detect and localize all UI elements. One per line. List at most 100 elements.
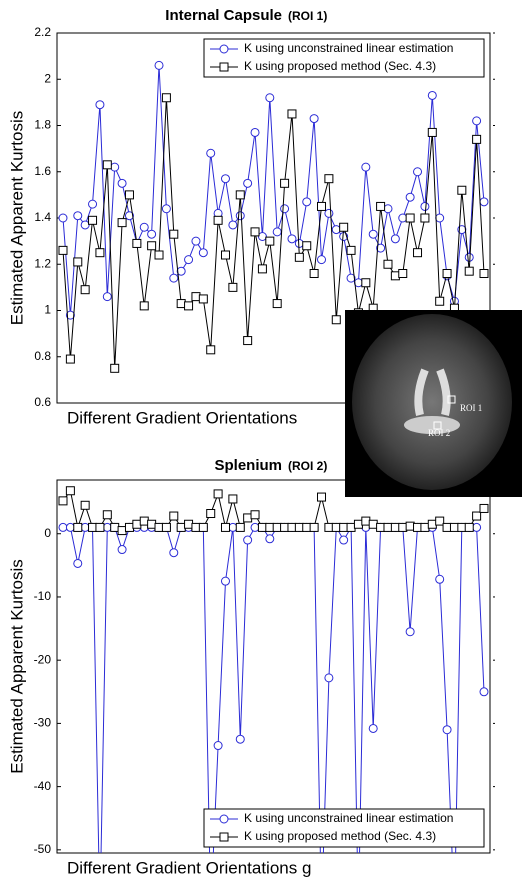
point	[229, 523, 237, 531]
legend-marker	[220, 833, 228, 841]
point	[384, 260, 392, 268]
legend-marker	[220, 63, 228, 71]
legend: K using unconstrained linear estimationK…	[204, 39, 484, 77]
point	[221, 523, 229, 531]
point	[347, 246, 355, 254]
point	[59, 523, 67, 531]
point	[325, 209, 333, 217]
point	[59, 246, 67, 254]
point	[347, 523, 355, 531]
point	[325, 523, 333, 531]
point	[81, 523, 89, 531]
point	[244, 179, 252, 187]
point	[303, 198, 311, 206]
point	[162, 94, 170, 102]
point	[74, 258, 82, 266]
point	[214, 742, 222, 750]
y-axis-label: Estimated Apparent Kurtosis	[7, 111, 26, 326]
point	[310, 523, 318, 531]
point	[214, 490, 222, 498]
point	[273, 523, 281, 531]
figure: Internal Capsule(ROI 1)0.60.811.21.41.61…	[0, 0, 524, 884]
legend-label: K using proposed method (Sec. 4.3)	[244, 59, 436, 73]
point	[258, 265, 266, 273]
point	[118, 219, 126, 227]
point	[59, 214, 67, 222]
point	[288, 110, 296, 118]
point	[318, 202, 326, 210]
point	[318, 256, 326, 264]
point	[155, 61, 163, 69]
point	[185, 302, 193, 310]
point	[295, 253, 303, 261]
point	[177, 300, 185, 308]
point	[318, 493, 326, 501]
point	[236, 212, 244, 220]
point	[221, 577, 229, 585]
point	[436, 297, 444, 305]
point	[103, 523, 111, 531]
point	[155, 523, 163, 531]
point	[192, 293, 200, 301]
point	[111, 364, 119, 372]
point	[74, 523, 82, 531]
point	[362, 163, 370, 171]
point	[399, 270, 407, 278]
y-tick-label: 2	[44, 71, 51, 85]
y-tick-label: 1.6	[34, 164, 51, 178]
point	[421, 214, 429, 222]
point	[89, 200, 97, 208]
point	[480, 270, 488, 278]
y-tick-label: 2.2	[34, 25, 51, 39]
point	[340, 223, 348, 231]
point	[207, 346, 215, 354]
point	[236, 523, 244, 531]
point	[465, 267, 473, 275]
point	[155, 251, 163, 259]
y-tick-label: -20	[34, 652, 52, 666]
point	[362, 279, 370, 287]
chart: Splenium(ROI 2)-50-40-30-20-100Different…	[7, 457, 495, 884]
point	[473, 135, 481, 143]
point	[251, 511, 259, 519]
point	[480, 688, 488, 696]
point	[244, 536, 252, 544]
point	[281, 205, 289, 213]
point	[66, 355, 74, 363]
point	[377, 523, 385, 531]
point	[118, 179, 126, 187]
point	[162, 205, 170, 213]
point	[236, 735, 244, 743]
point	[384, 205, 392, 213]
point	[170, 230, 178, 238]
point	[421, 202, 429, 210]
roi-label: ROI 1	[460, 403, 482, 413]
point	[332, 226, 340, 234]
point	[103, 293, 111, 301]
point	[96, 101, 104, 109]
y-tick-label: 0.6	[34, 395, 51, 409]
point	[288, 235, 296, 243]
point	[436, 575, 444, 583]
point	[229, 221, 237, 229]
point	[377, 202, 385, 210]
point	[74, 212, 82, 220]
point	[229, 495, 237, 503]
point	[162, 523, 170, 531]
series-line	[63, 65, 484, 315]
point	[369, 230, 377, 238]
point	[89, 523, 97, 531]
y-tick-label: -30	[34, 716, 52, 730]
point	[473, 512, 481, 520]
chart-title: Splenium	[214, 457, 282, 474]
point	[406, 628, 414, 636]
point	[406, 214, 414, 222]
point	[111, 523, 119, 531]
point	[480, 198, 488, 206]
point	[207, 510, 215, 518]
point	[148, 230, 156, 238]
point	[185, 520, 193, 528]
point	[66, 487, 74, 495]
point	[103, 161, 111, 169]
point	[436, 214, 444, 222]
